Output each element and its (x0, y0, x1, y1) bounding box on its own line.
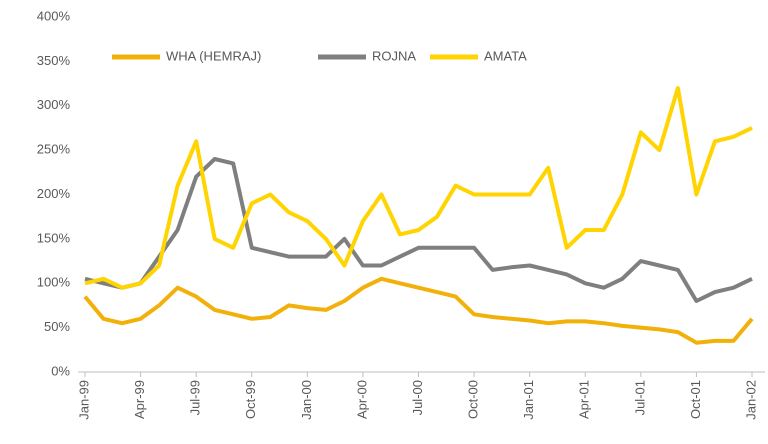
y-tick-label: 300% (37, 97, 71, 112)
series-line (84, 157, 753, 303)
x-tick-label: Jul-00 (410, 380, 425, 415)
x-tick-label: Jan-00 (299, 380, 314, 420)
x-tick-label: Apr-99 (132, 380, 147, 419)
y-tick-label: 250% (37, 142, 71, 157)
x-tick-label: Jul-01 (632, 380, 647, 415)
y-tick-label: 350% (37, 53, 71, 68)
series-line (83, 276, 754, 345)
x-tick-label: Apr-01 (577, 380, 592, 419)
y-tick-label: 50% (44, 319, 70, 334)
x-tick-label: Oct-99 (243, 380, 258, 419)
x-tick-label: Oct-01 (688, 380, 703, 419)
y-tick-label: 400% (37, 8, 71, 23)
x-tick-label: Jan-02 (743, 380, 758, 420)
x-tick-label: Oct-00 (466, 380, 481, 419)
x-tick-label: Jul-99 (188, 380, 203, 415)
y-tick-label: 200% (37, 186, 71, 201)
legend-label: AMATA (484, 48, 527, 63)
legend-label: ROJNA (372, 48, 416, 63)
y-tick-label: 150% (37, 230, 71, 245)
y-tick-label: 0% (51, 363, 70, 378)
series-line (84, 86, 753, 290)
y-tick-label: 100% (37, 275, 71, 290)
x-tick-label: Jan-01 (521, 380, 536, 420)
legend-label: WHA (HEMRAJ) (166, 48, 261, 63)
x-tick-label: Apr-00 (354, 380, 369, 419)
x-tick-label: Jan-99 (76, 380, 91, 420)
